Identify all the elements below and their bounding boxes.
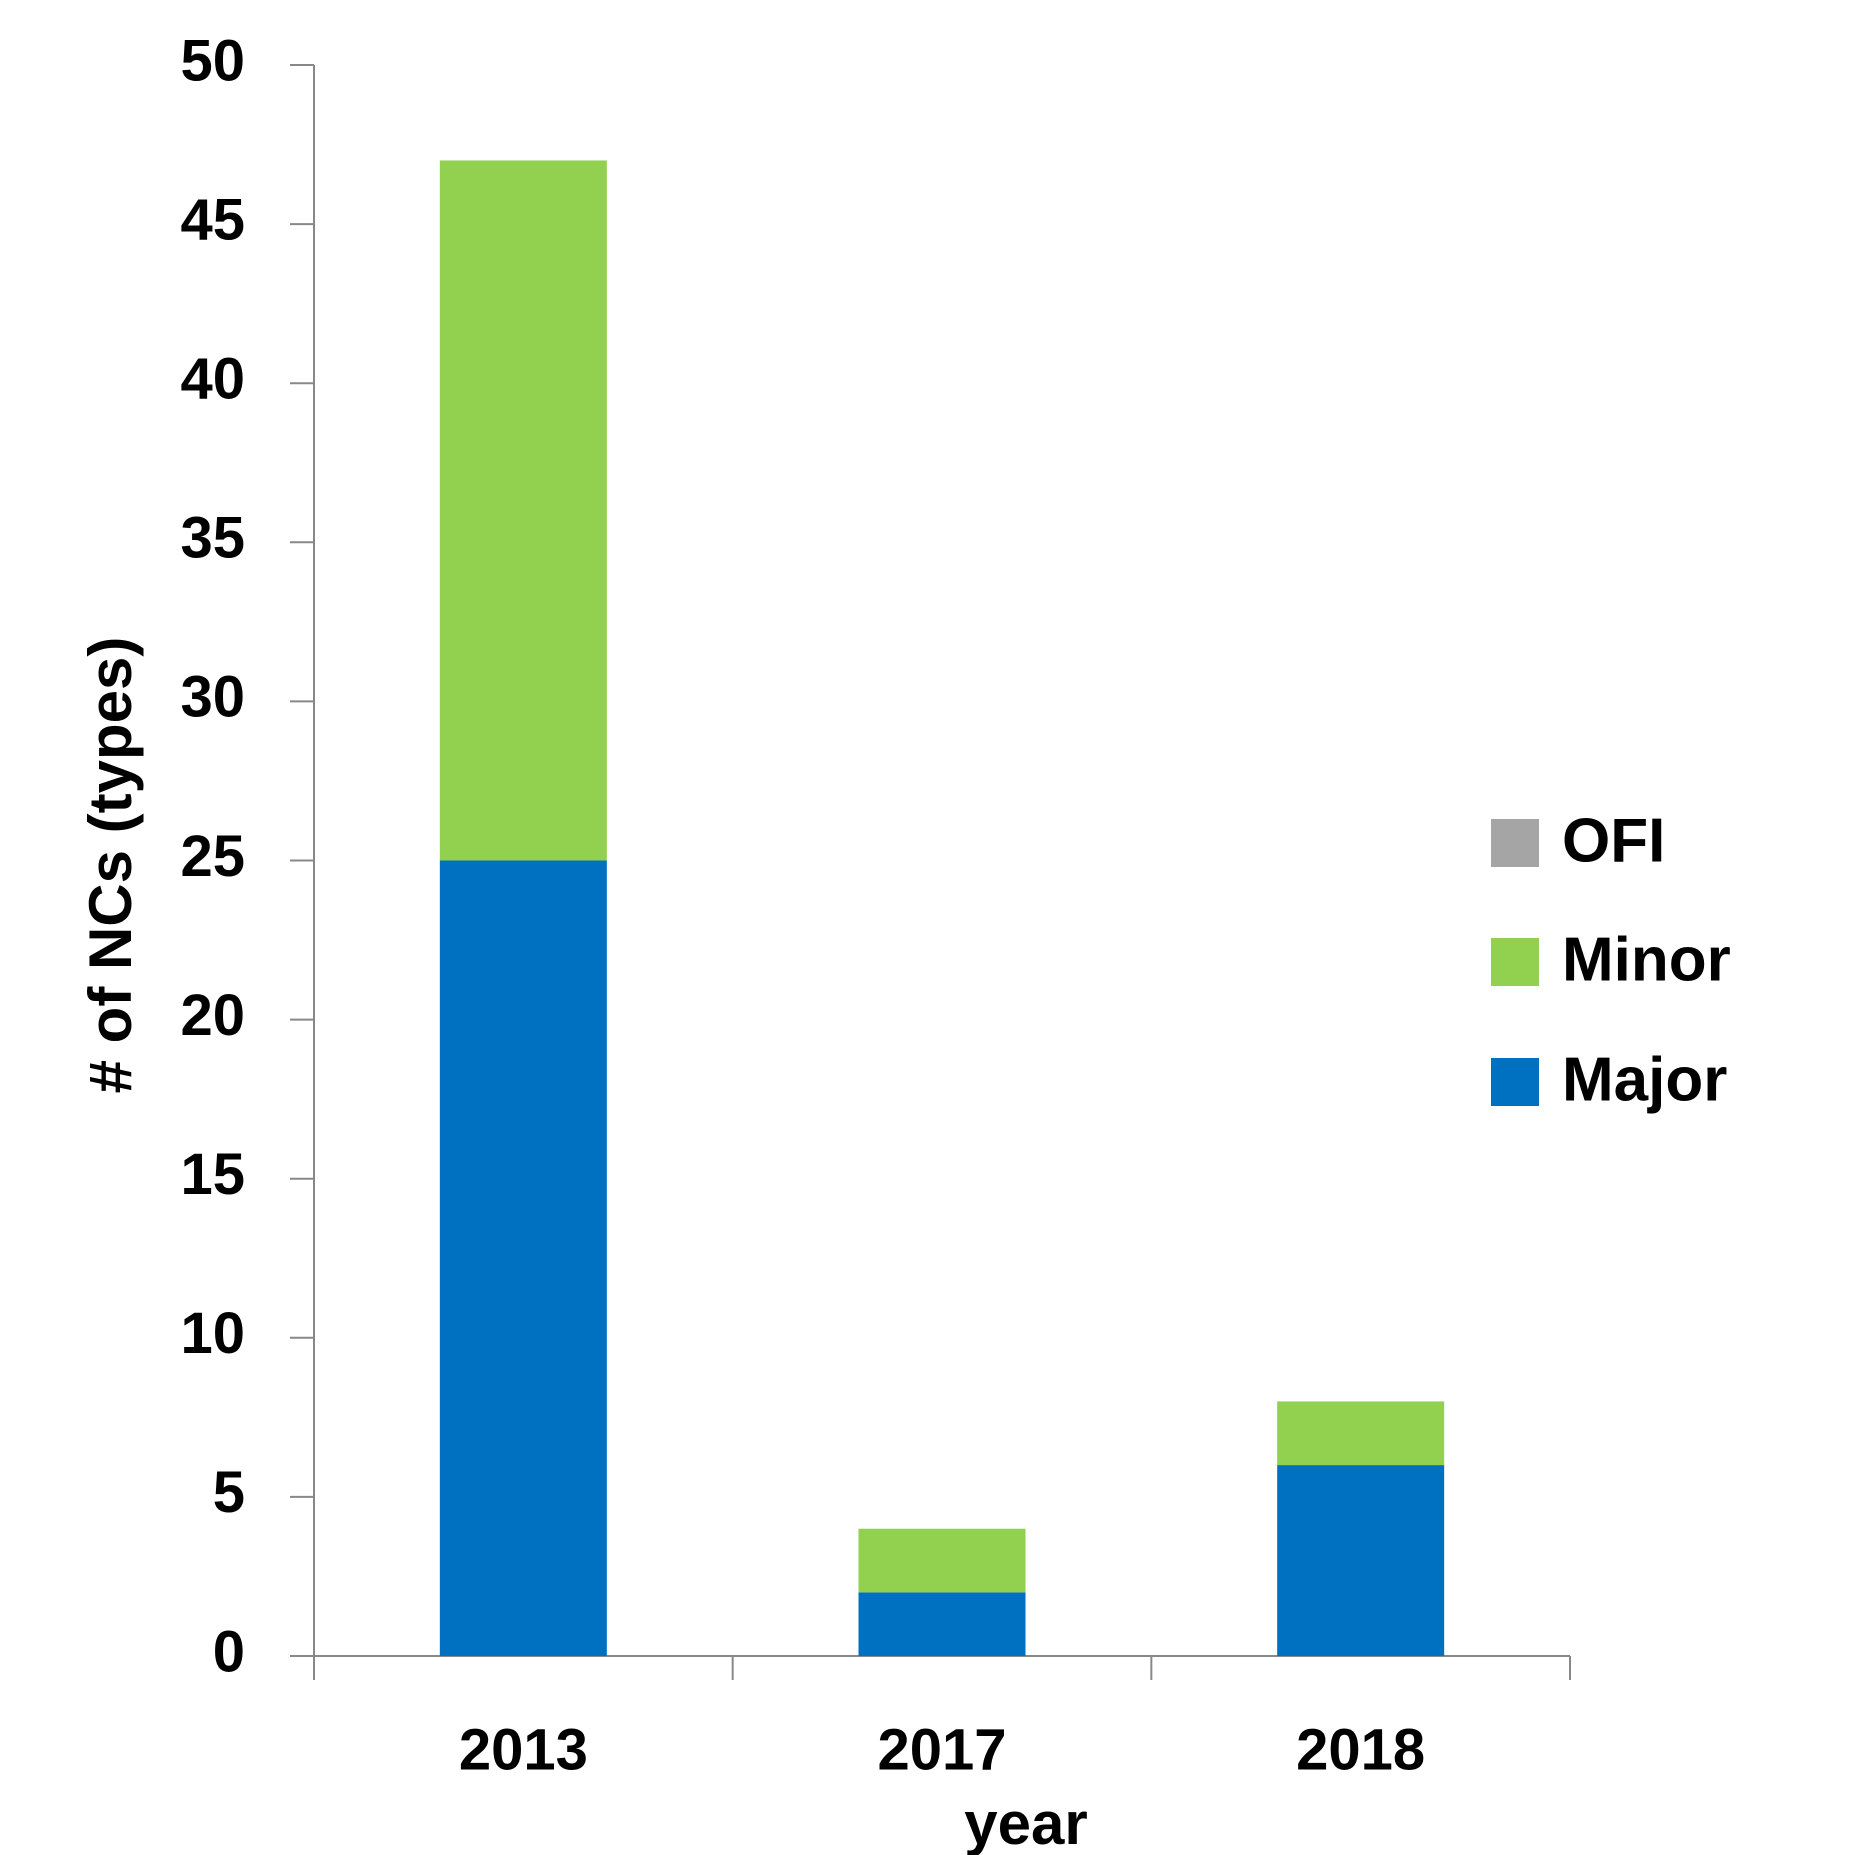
- y-tick-label: 20: [180, 983, 245, 1048]
- bar-segment: [1277, 1401, 1445, 1466]
- y-tick-label: 35: [180, 506, 245, 571]
- legend-label: OFI: [1562, 806, 1665, 875]
- x-tick-label: 2018: [1296, 1717, 1425, 1782]
- y-tick-label: 15: [180, 1142, 245, 1207]
- x-axis-label: year: [964, 1790, 1087, 1855]
- y-tick-label: 45: [180, 187, 245, 252]
- y-tick-label: 30: [180, 665, 245, 730]
- y-tick-label: 25: [180, 824, 245, 889]
- y-axis-label: # of NCs (types): [77, 637, 144, 1094]
- legend-label: Minor: [1562, 925, 1731, 994]
- legend-swatch: [1491, 938, 1539, 986]
- y-tick-label: 40: [180, 347, 245, 412]
- y-tick-label: 5: [213, 1460, 245, 1525]
- x-tick-label: 2013: [459, 1717, 588, 1782]
- y-tick-label: 0: [213, 1619, 245, 1684]
- bar-segment: [439, 160, 607, 861]
- bar-segment: [1277, 1465, 1445, 1656]
- x-tick-label: 2017: [877, 1717, 1006, 1782]
- legend-swatch: [1491, 819, 1539, 867]
- y-tick-label: 10: [180, 1301, 245, 1366]
- bar-segment: [439, 860, 607, 1656]
- bar-segment: [858, 1528, 1026, 1593]
- bar-segment: [858, 1592, 1026, 1656]
- legend-label: Major: [1562, 1045, 1727, 1114]
- y-tick-label: 50: [180, 28, 245, 93]
- legend-swatch: [1491, 1058, 1539, 1106]
